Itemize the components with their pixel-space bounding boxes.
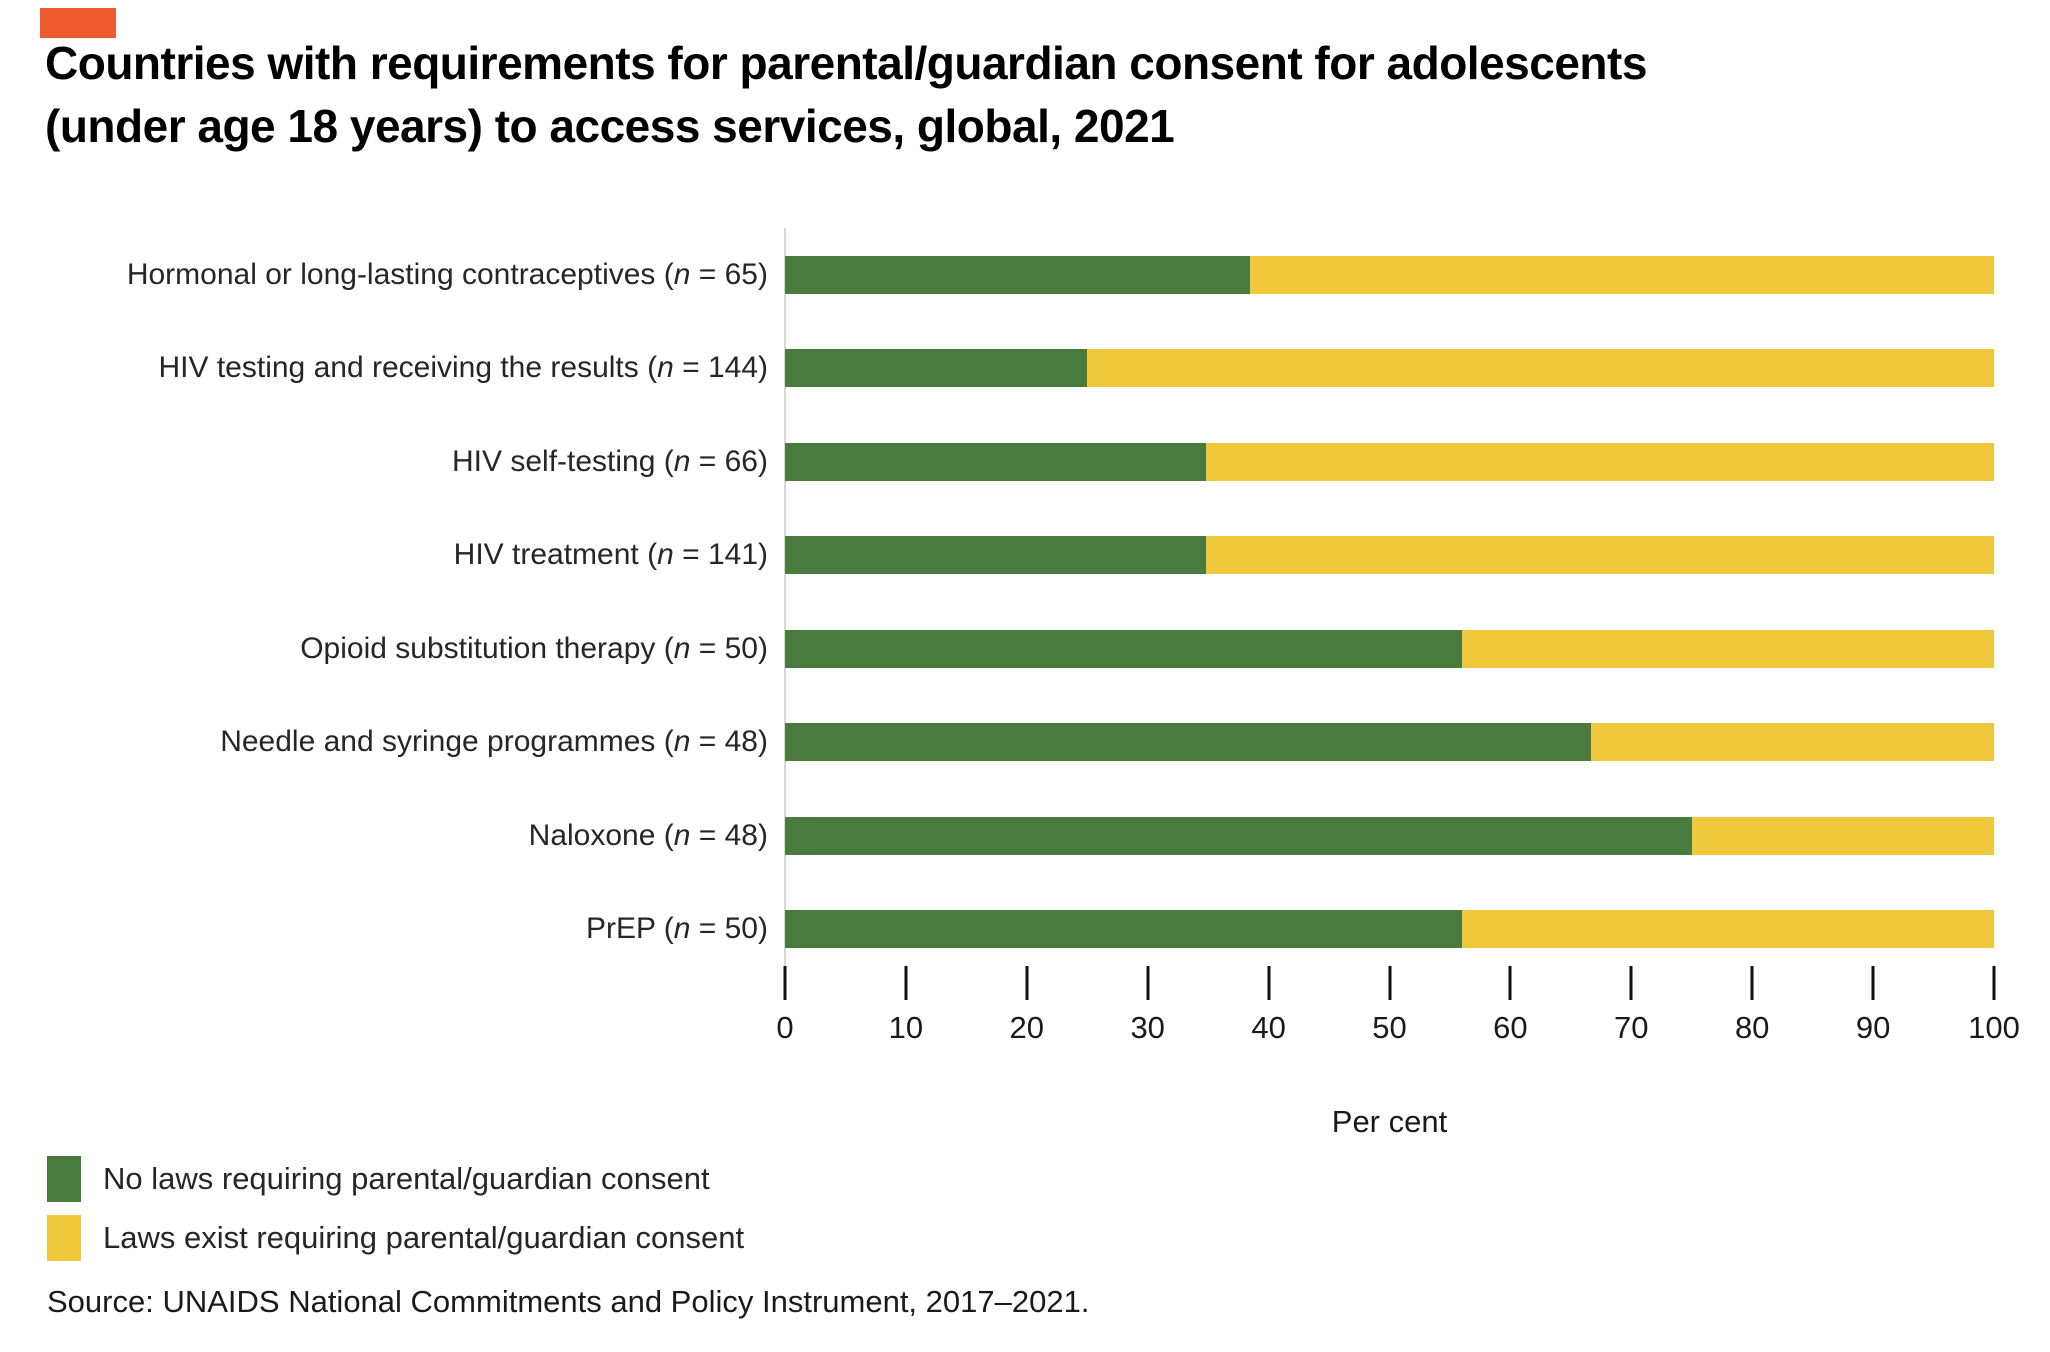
bar-chart: Hormonal or long-lasting contraceptives … (0, 228, 1994, 976)
x-axis-tick (1871, 966, 1875, 1000)
x-axis-tick (904, 966, 908, 1000)
y-axis-line (784, 228, 786, 984)
x-axis-tick-label: 70 (1614, 1010, 1649, 1045)
chart-title: Countries with requirements for parental… (45, 32, 1647, 158)
legend-label-laws-exist: Laws exist requiring parental/guardian c… (103, 1220, 745, 1255)
source-note: Source: UNAIDS National Commitments and … (47, 1284, 1090, 1319)
x-axis-tick-label: 30 (1130, 1010, 1165, 1045)
x-axis-tick (1267, 966, 1271, 1000)
x-axis-tick-label: 40 (1251, 1010, 1286, 1045)
bar-segment-no-laws (785, 629, 1463, 668)
bar-segment-no-laws (785, 536, 1206, 575)
bar-segment-laws-exist (1691, 816, 1994, 855)
bar-segment-laws-exist (1205, 536, 1994, 575)
x-axis-tick (1388, 966, 1391, 1000)
category-label: HIV treatment (n = 141) (453, 538, 768, 572)
x-axis-tick-label: 90 (1855, 1010, 1891, 1045)
legend-swatch-green (47, 1156, 81, 1202)
bar-row: HIV treatment (n = 141) (0, 509, 1994, 603)
bar-track (785, 442, 1994, 481)
category-label: Opioid substitution therapy (n = 50) (300, 631, 768, 665)
legend: No laws requiring parental/guardian cons… (47, 1156, 744, 1274)
category-label: Naloxone (n = 48) (528, 818, 768, 852)
category-label: HIV self-testing (n = 66) (452, 444, 768, 478)
bar-track (785, 536, 1994, 575)
bar-row: HIV testing and receiving the results (n… (0, 322, 1994, 416)
x-axis-tick-label: 10 (888, 1010, 924, 1045)
brand-mark (40, 8, 116, 38)
legend-item-laws-exist: Laws exist requiring parental/guardian c… (47, 1215, 744, 1261)
bar-segment-laws-exist (1591, 723, 1994, 762)
x-axis-tick (1146, 966, 1150, 1000)
x-axis-tick-labels: 0 10 20 30 40 50 60 70 80 90 100 (776, 1010, 2019, 1050)
bar-track (785, 349, 1994, 388)
x-axis-tick-label: 50 (1372, 1010, 1407, 1045)
chart-title-line1: Countries with requirements for parental… (45, 37, 1647, 89)
x-axis-tick (783, 966, 787, 1000)
category-label: PrEP (n = 50) (585, 912, 768, 946)
x-axis-tick (1992, 966, 1996, 1000)
x-axis-tick-label: 20 (1009, 1010, 1045, 1045)
bar-segment-no-laws (785, 723, 1592, 762)
bar-track (785, 816, 1994, 855)
bar-segment-no-laws (785, 442, 1206, 481)
bar-row: Opioid substitution therapy (n = 50) (0, 602, 1994, 696)
bar-segment-laws-exist (1205, 442, 1994, 481)
bar-track (785, 723, 1994, 762)
bar-segment-no-laws (785, 910, 1463, 949)
x-axis-tick (1629, 966, 1633, 1000)
category-label: Hormonal or long-lasting contraceptives … (126, 257, 768, 291)
x-axis-tick (1025, 966, 1029, 1000)
x-axis-tick (1750, 966, 1754, 1000)
category-label: Needle and syringe programmes (n = 48) (220, 725, 768, 759)
bar-segment-no-laws (785, 349, 1088, 388)
x-axis-tick-label: 60 (1493, 1010, 1528, 1045)
legend-label-no-laws: No laws requiring parental/guardian cons… (103, 1161, 710, 1196)
x-axis-tick (1508, 966, 1512, 1000)
chart-title-line2: (under age 18 years) to access services,… (45, 100, 1175, 152)
bar-row: PrEP (n = 50) (0, 883, 1994, 977)
bar-row: Hormonal or long-lasting contraceptives … (0, 228, 1994, 322)
bar-segment-laws-exist (1462, 629, 1994, 668)
x-axis-title: Per cent (1331, 1104, 1448, 1139)
x-axis-tick-label: 100 (1968, 1010, 2020, 1045)
bar-row: Naloxone (n = 48) (0, 789, 1994, 883)
bar-row: Needle and syringe programmes (n = 48) (0, 696, 1994, 790)
bar-row: HIV self-testing (n = 66) (0, 415, 1994, 509)
category-label: HIV testing and receiving the results (n… (158, 351, 769, 385)
bar-segment-no-laws (785, 816, 1692, 855)
bar-segment-no-laws (785, 255, 1251, 294)
bar-segment-laws-exist (1462, 910, 1994, 949)
x-axis-ticks (783, 966, 1996, 1000)
bar-segment-laws-exist (1250, 255, 1994, 294)
bar-track (785, 255, 1994, 294)
bar-track (785, 629, 1994, 668)
x-axis-tick-label: 0 (776, 1010, 794, 1045)
bar-track (785, 910, 1994, 949)
x-axis-tick-label: 80 (1734, 1010, 1770, 1045)
legend-swatch-yellow (47, 1215, 81, 1261)
bar-segment-laws-exist (1087, 349, 1994, 388)
legend-item-no-laws: No laws requiring parental/guardian cons… (47, 1156, 744, 1202)
